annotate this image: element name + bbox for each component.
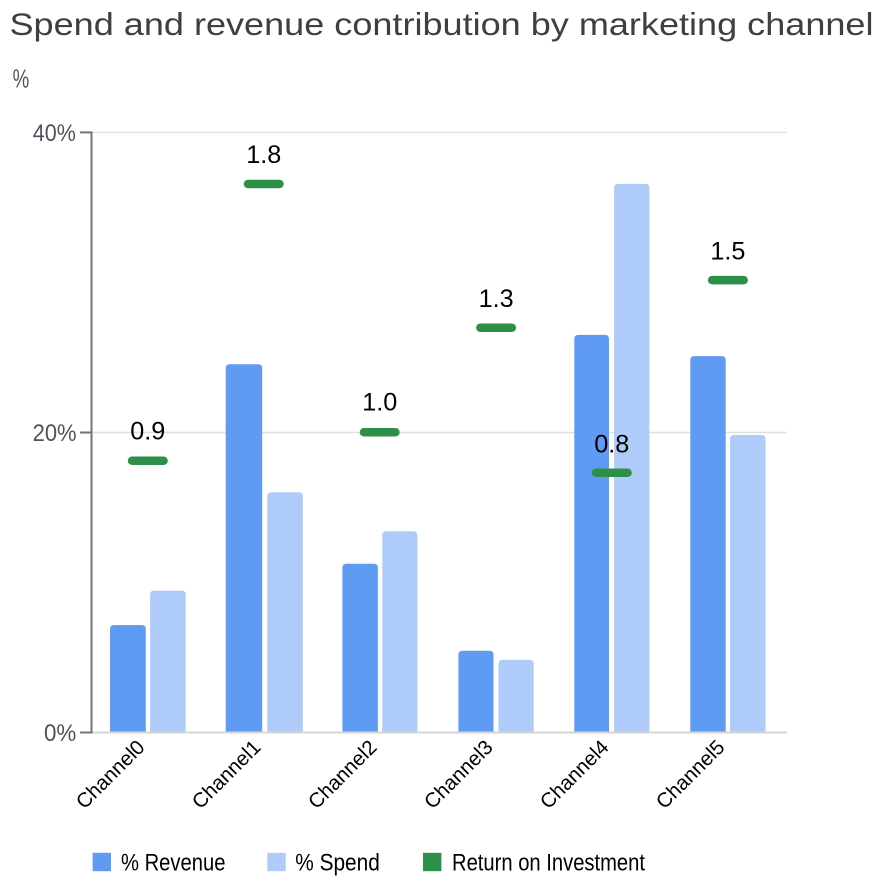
svg-text:Return on Investment: Return on Investment <box>452 849 645 876</box>
svg-text:1.8: 1.8 <box>246 141 281 169</box>
svg-text:0%: 0% <box>44 720 76 747</box>
svg-text:40%: 40% <box>33 120 76 147</box>
svg-text:% Spend: % Spend <box>295 849 380 876</box>
svg-text:1.3: 1.3 <box>479 285 514 313</box>
svg-text:1.5: 1.5 <box>710 237 745 265</box>
svg-text:Spend and revenue contribution: Spend and revenue contribution by market… <box>10 6 874 42</box>
svg-text:% Revenue: % Revenue <box>121 849 226 876</box>
svg-text:1.0: 1.0 <box>362 388 397 416</box>
svg-text:%: % <box>13 64 30 94</box>
svg-text:0.8: 0.8 <box>594 431 629 459</box>
svg-text:20%: 20% <box>33 420 77 447</box>
svg-text:0.9: 0.9 <box>130 418 165 446</box>
